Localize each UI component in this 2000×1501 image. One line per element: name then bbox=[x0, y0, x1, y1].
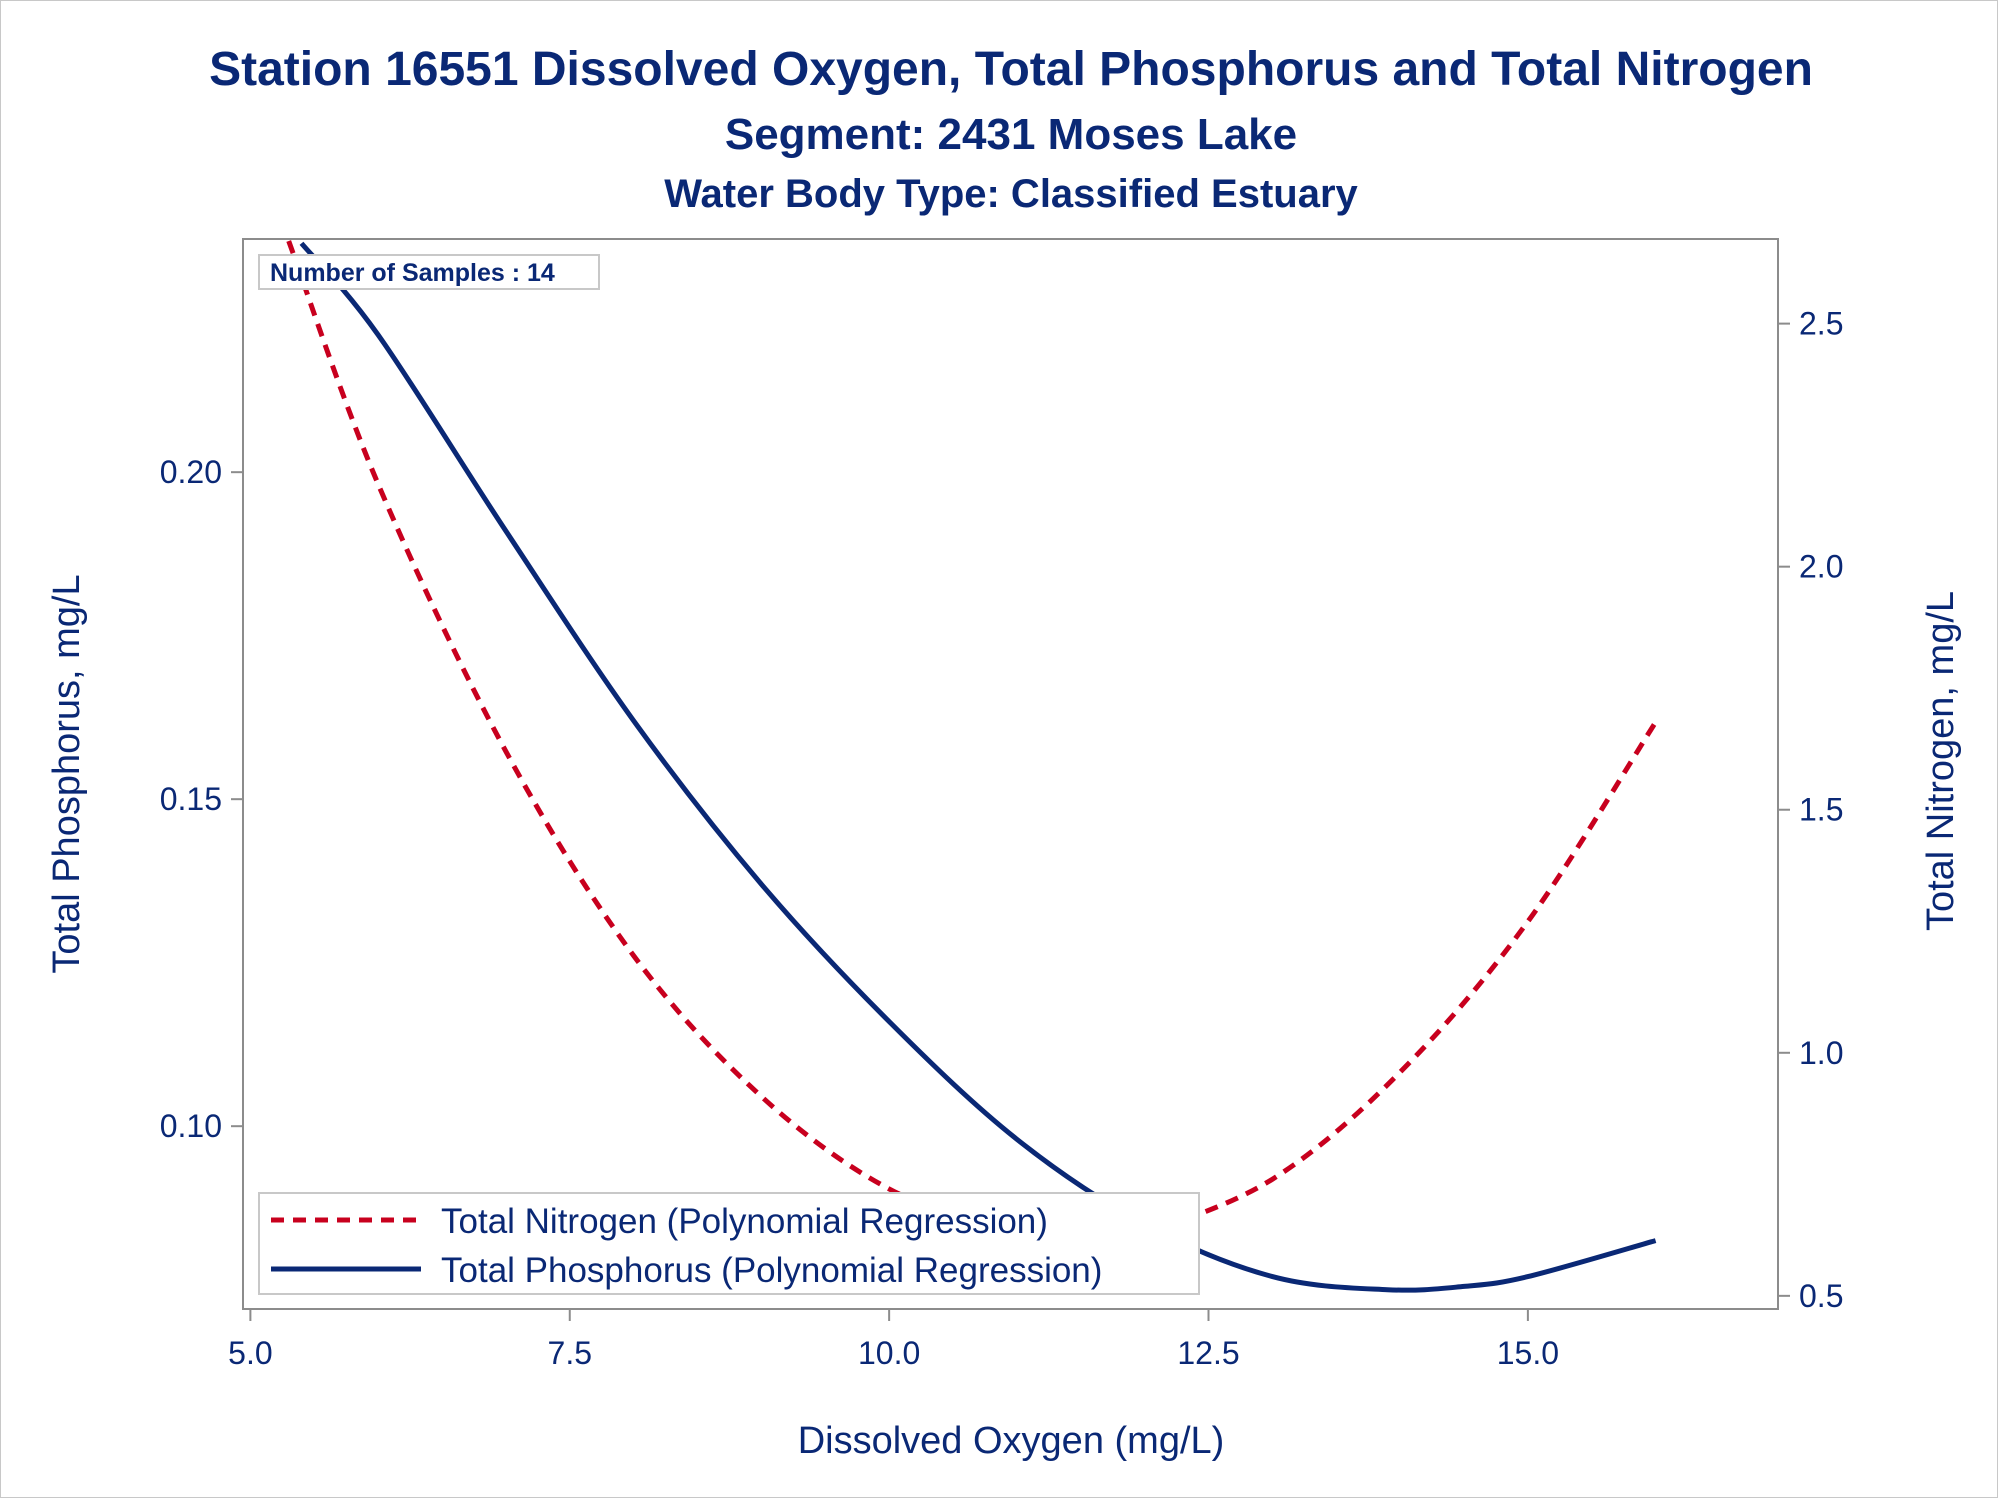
y2-tick-label: 1.0 bbox=[1799, 1035, 1843, 1071]
legend-label-nitrogen: Total Nitrogen (Polynomial Regression) bbox=[441, 1202, 1048, 1241]
y2-tick-label: 2.5 bbox=[1799, 306, 1843, 342]
samples-inset-box bbox=[258, 254, 600, 290]
y-axis-left: 0.10 0.15 0.20 bbox=[160, 454, 243, 1144]
legend-box bbox=[258, 1192, 1200, 1295]
chart-subtitle-segment: Segment: 2431 Moses Lake bbox=[725, 110, 1297, 159]
y-tick-label: 0.20 bbox=[160, 454, 222, 490]
chart-subtitle-water-body: Water Body Type: Classified Estuary bbox=[664, 172, 1358, 216]
y2-tick-label: 0.5 bbox=[1799, 1278, 1843, 1314]
series-line-total-nitrogen bbox=[286, 240, 1658, 1242]
y2-tick-label: 2.0 bbox=[1799, 549, 1843, 585]
x-tick-label: 5.0 bbox=[228, 1335, 272, 1371]
samples-inset-label: Number of Samples : 14 bbox=[270, 259, 555, 287]
x-axis-label: Dissolved Oxygen (mg/L) bbox=[798, 1420, 1225, 1462]
y-axis-left-label: Total Phosphorus, mg/L bbox=[46, 574, 88, 973]
y-axis-right-label: Total Nitrogen, mg/L bbox=[1920, 591, 1962, 931]
x-axis: 5.0 7.5 10.0 12.5 15.0 bbox=[228, 1309, 1559, 1371]
y-axis-right: 0.5 1.0 1.5 2.0 2.5 bbox=[1778, 306, 1843, 1314]
x-tick-label: 10.0 bbox=[858, 1335, 920, 1371]
y-tick-label: 0.15 bbox=[160, 781, 222, 817]
y2-tick-label: 1.5 bbox=[1799, 792, 1843, 828]
legend: Total Nitrogen (Polynomial Regression) T… bbox=[258, 1192, 1200, 1295]
legend-label-phosphorus: Total Phosphorus (Polynomial Regression) bbox=[441, 1251, 1102, 1290]
y-tick-label: 0.10 bbox=[160, 1108, 222, 1144]
plot-area bbox=[242, 238, 1779, 1310]
chart-title: Station 16551 Dissolved Oxygen, Total Ph… bbox=[209, 43, 1813, 96]
x-tick-label: 12.5 bbox=[1177, 1335, 1239, 1371]
series-line-total-phosphorus bbox=[299, 241, 1657, 1293]
x-tick-label: 15.0 bbox=[1497, 1335, 1559, 1371]
x-tick-label: 7.5 bbox=[548, 1335, 592, 1371]
